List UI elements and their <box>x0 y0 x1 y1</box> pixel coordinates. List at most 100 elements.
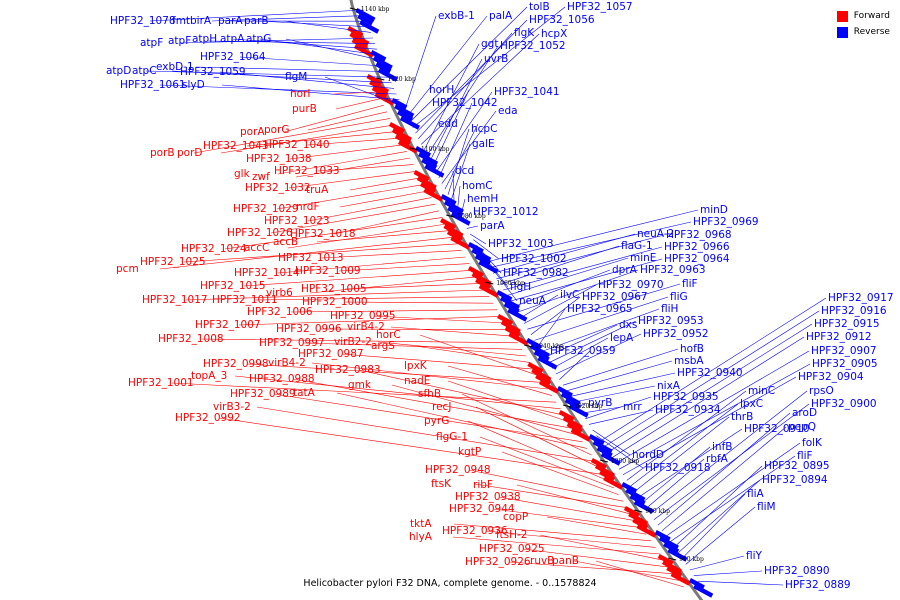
forward-gene-label: HPF32_0926 <box>465 556 531 568</box>
forward-label-line <box>256 406 596 462</box>
reverse-label-line <box>653 403 810 520</box>
tick-label: 1140 kbp <box>361 6 390 13</box>
forward-gene-label: gmk <box>348 379 372 391</box>
legend: Forward Reverse <box>836 8 890 40</box>
reverse-feature <box>625 488 646 502</box>
forward-gene-label: HPF32_1015 <box>200 280 266 292</box>
reverse-label-line <box>681 493 746 560</box>
forward-label-line <box>277 151 407 175</box>
forward-label-line <box>270 203 436 234</box>
reverse-gene-label: folK <box>802 437 823 449</box>
reverse-label-line <box>513 269 611 308</box>
forward-gene-label: HPF32_0995 <box>330 310 396 322</box>
reverse-gene-label: HPF32_0934 <box>655 404 721 416</box>
forward-gene-label: HPF32_1033 <box>274 165 340 177</box>
reverse-label-line <box>171 70 392 84</box>
reverse-gene-label: HPF32_0968 <box>666 229 732 241</box>
reverse-label-line <box>179 37 373 44</box>
reverse-gene-label: galE <box>472 138 495 150</box>
forward-gene-label: ftsH-2 <box>496 529 527 541</box>
reverse-gene-label: HPF32_0915 <box>814 318 880 330</box>
forward-label-line <box>336 392 588 449</box>
reverse-label-line <box>283 20 371 33</box>
forward-gene-label: HPF32_1009 <box>295 265 361 277</box>
forward-gene-label: hlyA <box>409 531 433 543</box>
tick-label: 1060 kbp <box>496 280 525 287</box>
reverse-gene-label: minE <box>630 252 656 264</box>
reverse-label-line <box>463 211 472 223</box>
forward-feature <box>566 422 583 434</box>
reverse-feature <box>421 158 438 170</box>
forward-gene-label: HPF32_1011 <box>212 294 278 306</box>
reverse-label-line <box>581 406 622 414</box>
forward-feature <box>443 224 464 238</box>
reverse-feature <box>633 500 654 514</box>
forward-label-line <box>302 342 523 350</box>
reverse-label-line <box>415 19 528 134</box>
forward-feature <box>570 428 591 442</box>
forward-label-line <box>159 236 454 270</box>
reverse-label-line <box>661 426 787 532</box>
reverse-gene-label: hofB <box>680 343 704 355</box>
reverse-feature <box>600 452 621 466</box>
reverse-gene-label: parA <box>480 220 505 232</box>
reverse-gene-label: msbA <box>674 355 704 367</box>
reverse-gene-label: dxs <box>619 319 637 331</box>
forward-gene-label: topA_3 <box>191 370 227 382</box>
reverse-label-line <box>412 6 566 128</box>
reverse-label-line <box>492 233 636 274</box>
reverse-gene-label: fliY <box>746 550 763 562</box>
reverse-gene-label: slyD <box>182 79 205 91</box>
reverse-label-line <box>649 390 808 515</box>
forward-label-line <box>171 382 557 403</box>
reverse-label-line <box>257 20 369 28</box>
reverse-label-line <box>585 396 652 420</box>
forward-gene-label: HPF32_0948 <box>425 464 491 476</box>
reverse-feature <box>688 578 705 590</box>
forward-label-line <box>501 451 619 495</box>
reverse-feature <box>588 434 605 446</box>
forward-gene-label: virB3-2 <box>213 401 251 413</box>
forward-feature <box>508 332 529 346</box>
reverse-label-line <box>541 308 660 352</box>
tick-label: 1080 kbp <box>457 213 486 220</box>
forward-gene-label: virB2-2 <box>334 336 372 348</box>
reverse-feature <box>370 50 387 62</box>
forward-gene-label: glk <box>234 168 251 180</box>
forward-gene-label: HPF32_1014 <box>234 267 300 279</box>
forward-gene-label: HPF32_1040 <box>264 139 330 151</box>
reverse-feature <box>564 398 581 410</box>
reverse-label-line <box>570 372 676 397</box>
tick-mark <box>376 77 385 81</box>
forward-label-line <box>453 523 651 542</box>
reverse-label-line <box>534 296 669 341</box>
forward-gene-label: HPF32_1024 <box>181 243 247 255</box>
reverse-label-line <box>630 403 739 487</box>
reverse-feature <box>568 404 589 418</box>
forward-label-line <box>345 301 494 304</box>
reverse-label-line <box>607 323 813 453</box>
forward-label-line <box>246 131 397 147</box>
forward-label-line <box>419 334 540 377</box>
forward-label-line <box>516 484 633 515</box>
forward-gene-label: porA <box>240 126 265 138</box>
forward-label-line <box>539 534 666 561</box>
reverse-feature <box>357 14 374 26</box>
forward-feature <box>353 44 374 58</box>
forward-gene-label: truA <box>306 184 329 196</box>
tick-mark <box>349 7 359 11</box>
reverse-gene-label: hcpX <box>541 28 567 40</box>
reverse-gene-label: HPF32_0963 <box>640 264 706 276</box>
reverse-gene-label: HPF32_0935 <box>653 391 719 403</box>
forward-feature <box>371 86 388 98</box>
reverse-feature <box>443 200 464 214</box>
reverse-label-line <box>221 84 400 100</box>
reverse-label-line <box>418 32 513 139</box>
forward-gene-label: virb6 <box>266 287 293 299</box>
forward-label-line <box>218 417 606 476</box>
forward-label-line <box>307 137 401 146</box>
reverse-feature <box>399 116 420 130</box>
forward-label-line <box>307 197 432 222</box>
legend-forward: Forward <box>836 8 890 24</box>
reverse-label-line <box>588 409 654 425</box>
